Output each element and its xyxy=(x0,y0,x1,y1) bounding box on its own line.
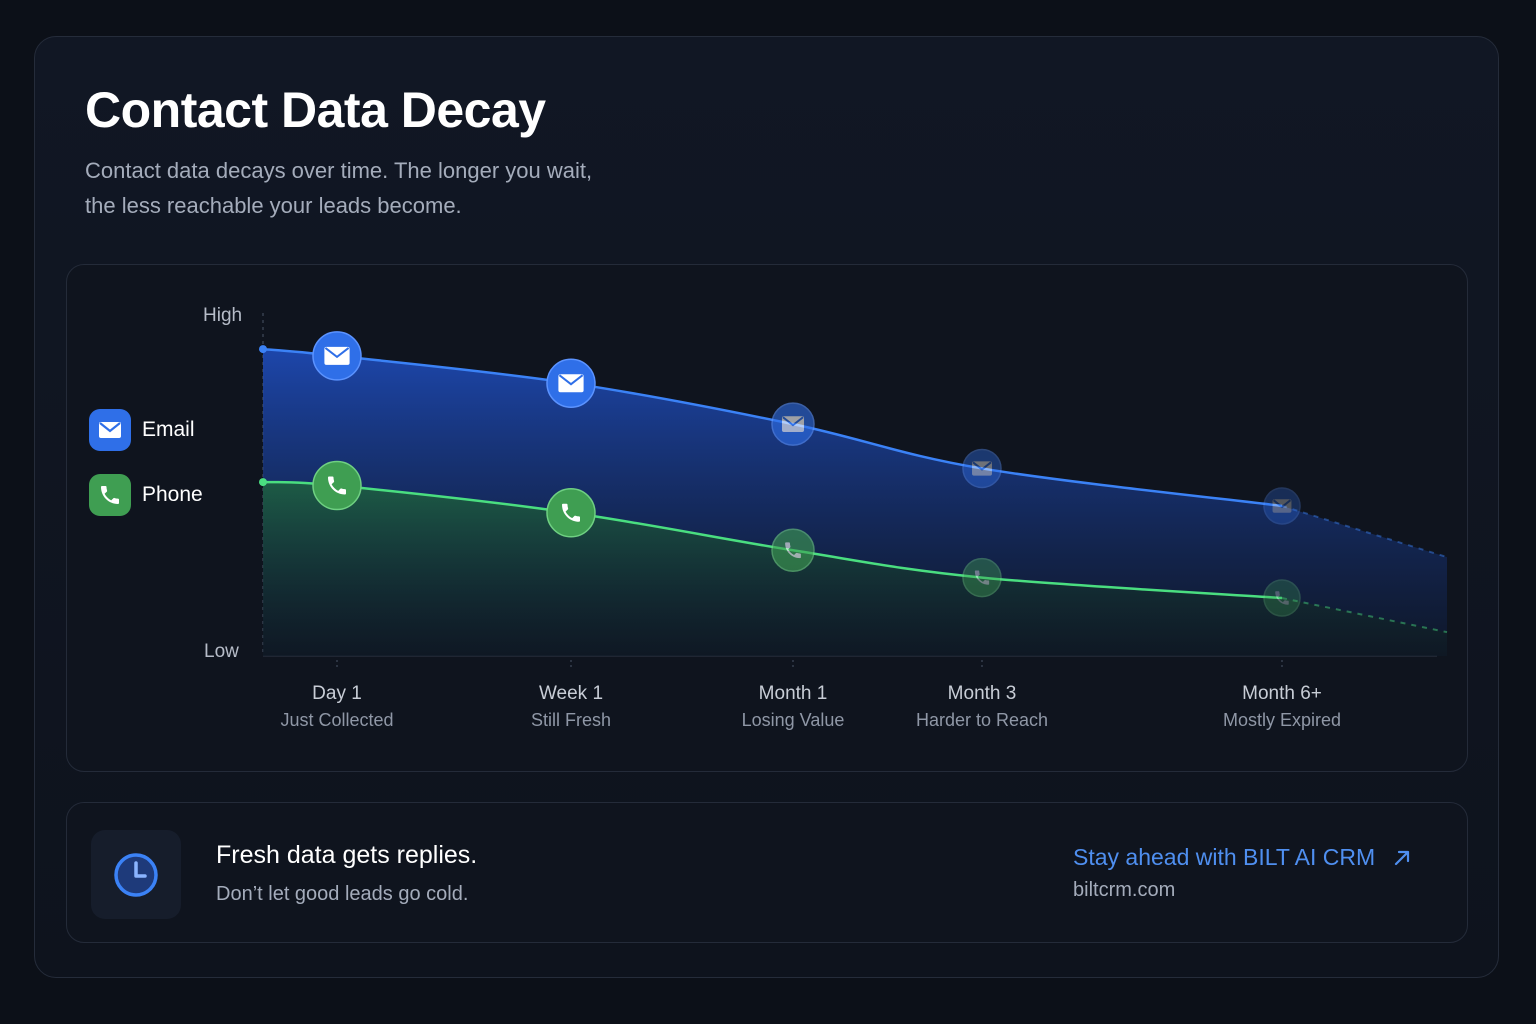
point-phone-2 xyxy=(546,488,596,538)
x-tick-sublabel: Harder to Reach xyxy=(915,710,1049,730)
point-email-2 xyxy=(546,358,596,408)
x-tick-label-3: Month 1 Losing Value xyxy=(683,681,903,733)
x-tick-category: Month 6+ xyxy=(1242,683,1322,704)
infographic-card: Contact Data Decay Contact data decays o… xyxy=(34,36,1499,978)
point-email-1 xyxy=(312,331,362,381)
cta-subtext: Don’t let good leads go cold. xyxy=(216,883,469,905)
arrow-up-right-icon xyxy=(1393,849,1411,867)
legend-label-phone: Phone xyxy=(142,483,203,506)
x-tick-sublabel: Losing Value xyxy=(741,710,845,730)
start-point-phone xyxy=(259,478,267,487)
x-tick-sublabel: Still Fresh xyxy=(530,710,611,730)
x-tick-category: Month 3 xyxy=(947,683,1017,704)
x-tick-sublabel: Mostly Expired xyxy=(1222,710,1342,730)
legend-item-phone: Phone xyxy=(89,474,203,516)
point-email-3 xyxy=(771,402,815,446)
x-tick-category: Day 1 xyxy=(312,683,362,704)
subtitle-line-1: Contact data decays over time. The longe… xyxy=(85,158,593,183)
x-tick-category: Week 1 xyxy=(538,683,604,704)
x-tick-label-4: Month 3 Harder to Reach xyxy=(872,681,1092,733)
start-point-email xyxy=(259,345,267,354)
subtitle-line-2: the less reachable your leads become. xyxy=(85,193,462,218)
cta-link[interactable]: Stay ahead with BILT AI CRM xyxy=(1073,844,1411,871)
cta-headline: Fresh data gets replies. xyxy=(216,841,478,869)
y-axis-high-label: High xyxy=(203,305,243,326)
point-email-5 xyxy=(1263,487,1301,525)
clock-icon-box xyxy=(91,830,181,919)
decay-chart xyxy=(259,313,1448,670)
legend-item-email: Email xyxy=(89,409,195,451)
line-projection-email xyxy=(1281,505,1448,559)
x-tick-sublabel: Just Collected xyxy=(280,710,394,730)
page-title: Contact Data Decay xyxy=(85,82,546,138)
y-axis-low-label: Low xyxy=(204,641,239,662)
cta-link-label: Stay ahead with BILT AI CRM xyxy=(1073,844,1376,870)
point-phone-3 xyxy=(771,528,815,573)
point-phone-4 xyxy=(962,557,1002,598)
x-tick-label-1: Day 1 Just Collected xyxy=(227,681,447,733)
legend-label-email: Email xyxy=(142,418,195,441)
x-tick-category: Month 1 xyxy=(758,683,828,704)
envelope-icon xyxy=(89,409,131,451)
page-subtitle: Contact data decays over time. The longe… xyxy=(85,153,685,223)
point-phone-5 xyxy=(1263,579,1301,617)
x-tick-label-2: Week 1 Still Fresh xyxy=(461,681,681,733)
cta-domain: biltcrm.com xyxy=(1073,879,1176,901)
cta-panel: Fresh data gets replies. Don’t let good … xyxy=(66,802,1468,943)
chart-panel: High Low Email Phone Day 1 Just Collected… xyxy=(66,264,1468,772)
phone-icon xyxy=(89,474,131,516)
x-tick-label-5: Month 6+ Mostly Expired xyxy=(1172,681,1392,733)
clock-icon xyxy=(114,852,158,897)
point-email-4 xyxy=(962,448,1002,489)
point-phone-1 xyxy=(312,460,362,511)
